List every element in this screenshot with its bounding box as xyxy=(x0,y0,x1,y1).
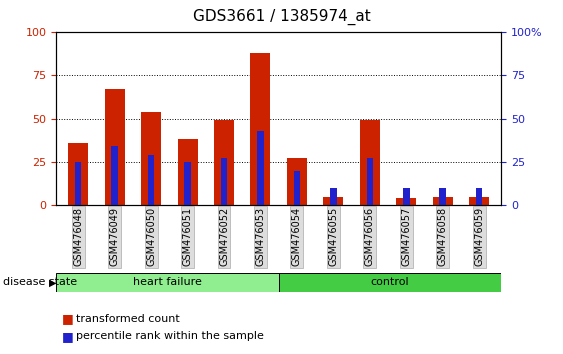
Text: GSM476048: GSM476048 xyxy=(73,207,83,266)
Text: GSM476059: GSM476059 xyxy=(474,207,484,266)
Text: control: control xyxy=(370,277,409,287)
Text: GSM476056: GSM476056 xyxy=(365,207,375,266)
Bar xyxy=(396,198,416,205)
Text: percentile rank within the sample: percentile rank within the sample xyxy=(76,331,264,341)
Text: GSM476050: GSM476050 xyxy=(146,207,156,266)
Text: GSM476058: GSM476058 xyxy=(438,207,448,266)
Bar xyxy=(360,120,380,205)
Bar xyxy=(279,273,501,292)
Text: ▶: ▶ xyxy=(49,277,56,287)
Bar xyxy=(251,53,270,205)
Bar xyxy=(111,146,118,205)
Bar xyxy=(75,162,82,205)
Bar xyxy=(214,120,234,205)
Text: GSM476051: GSM476051 xyxy=(182,207,193,266)
Text: heart failure: heart failure xyxy=(133,277,202,287)
Bar xyxy=(257,131,263,205)
Bar xyxy=(105,89,124,205)
Bar xyxy=(177,139,198,205)
Bar xyxy=(476,188,482,205)
Text: disease state: disease state xyxy=(3,277,77,287)
Bar xyxy=(56,273,279,292)
Bar xyxy=(148,155,154,205)
Text: GSM476054: GSM476054 xyxy=(292,207,302,266)
Bar xyxy=(141,112,161,205)
Bar xyxy=(367,159,373,205)
Text: GDS3661 / 1385974_at: GDS3661 / 1385974_at xyxy=(193,9,370,25)
Bar xyxy=(294,171,300,205)
Bar xyxy=(68,143,88,205)
Text: GSM476055: GSM476055 xyxy=(328,207,338,266)
Text: ■: ■ xyxy=(62,312,74,325)
Bar xyxy=(287,159,307,205)
Bar xyxy=(323,197,343,205)
Bar xyxy=(221,159,227,205)
Bar xyxy=(403,188,409,205)
Text: GSM476053: GSM476053 xyxy=(256,207,266,266)
Bar xyxy=(184,162,191,205)
Text: transformed count: transformed count xyxy=(76,314,180,324)
Bar xyxy=(433,197,453,205)
Text: ■: ■ xyxy=(62,330,74,343)
Bar xyxy=(440,188,446,205)
Text: GSM476052: GSM476052 xyxy=(219,207,229,266)
Text: GSM476057: GSM476057 xyxy=(401,207,412,266)
Bar xyxy=(330,188,337,205)
Text: GSM476049: GSM476049 xyxy=(110,207,119,266)
Bar xyxy=(469,197,489,205)
